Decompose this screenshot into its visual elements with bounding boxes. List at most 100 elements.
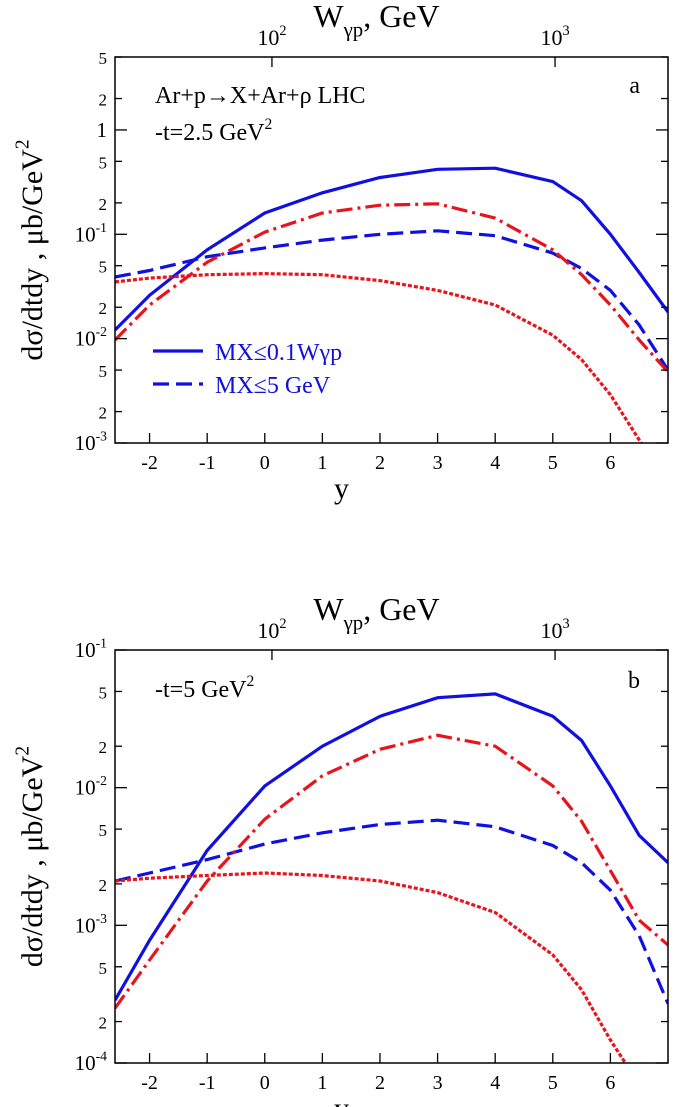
x2-axis-label: Wγp, GeV — [313, 591, 439, 635]
x-tick-label: 5 — [548, 1072, 558, 1094]
y-tick-label-part: 5 — [99, 683, 108, 702]
data-line — [115, 271, 644, 443]
y-axis-label-part: dσ/dtdy , μb/GeV — [16, 755, 49, 967]
x-tick-label: -1 — [199, 1072, 216, 1094]
legend-label-part: MX≤0.1Wγp — [215, 340, 342, 366]
y-tick-label-part: 10 — [75, 638, 96, 662]
y-tick-label-part: 2 — [99, 404, 108, 423]
y-tick-label-part: 5 — [99, 959, 108, 978]
y-tick-label: 5 — [99, 683, 108, 702]
x2-tick-label: 102 — [257, 23, 286, 50]
x-axis-label: y — [334, 472, 349, 505]
x2-tick-label: 102 — [257, 616, 286, 643]
x-tick-label: 2 — [375, 1072, 385, 1094]
x-tick-label-part: 1 — [317, 1072, 327, 1094]
x-tick-label: 6 — [605, 452, 615, 474]
y-axis-label: dσ/dtdy , μb/GeV2 — [13, 746, 50, 967]
y-tick-label-part: 5 — [99, 153, 108, 172]
data-line — [115, 229, 668, 371]
x2-tick-label-part: 10 — [540, 25, 562, 50]
x2-tick-label-part: 10 — [257, 25, 279, 50]
y-tick-label: 5 — [99, 153, 108, 172]
y-tick-label-part: -1 — [96, 220, 107, 235]
x-tick-label-part: 0 — [260, 1072, 270, 1094]
y-tick-label-part: 10 — [75, 776, 96, 800]
y-tick-label: 10-1 — [75, 220, 107, 246]
legend-label: MX≤5 GeV — [215, 373, 331, 399]
y-tick-label-part: 5 — [99, 362, 108, 381]
y-tick-label: 5 — [99, 49, 108, 68]
data-line — [115, 692, 668, 1001]
annotation-part: Ar+p→X+Ar+ρ LHC — [155, 83, 366, 109]
x2-axis-label-part: , GeV — [363, 0, 439, 34]
y-tick-label-part: -1 — [96, 636, 107, 651]
x2-tick-label: 103 — [540, 616, 569, 643]
y-tick-label: 2 — [99, 195, 108, 214]
y-tick-label-part: 10 — [75, 327, 96, 351]
y-tick-label: 2 — [99, 404, 108, 423]
x-tick-label-part: -2 — [141, 1072, 158, 1094]
y-tick-label: 5 — [99, 959, 108, 978]
x-tick-label: 3 — [433, 1072, 443, 1094]
plot-area — [115, 166, 668, 443]
x-tick-label: 3 — [433, 452, 443, 474]
y-tick-label-part: 2 — [99, 876, 108, 895]
y-tick-label: 2 — [99, 91, 108, 110]
data-line — [115, 202, 668, 373]
y-tick-label: 2 — [99, 738, 108, 757]
x-tick-label-part: -1 — [199, 1072, 216, 1094]
x2-axis-label-part: γp — [343, 612, 364, 635]
annotation: a — [629, 73, 640, 99]
x2-axis-label-part: W — [313, 591, 344, 627]
annotation: -t=5 GeV2 — [155, 673, 254, 703]
annotation-part: 2 — [247, 673, 255, 690]
x-tick-label: 1 — [317, 452, 327, 474]
y-tick-label: 2 — [99, 876, 108, 895]
x2-tick-label-part: 2 — [279, 616, 286, 632]
y-axis-label: dσ/dtdy , μb/GeV2 — [13, 139, 50, 360]
x2-axis-label-part: γp — [343, 19, 364, 42]
x-tick-label: -2 — [141, 1072, 158, 1094]
annotation-part: b — [628, 668, 640, 694]
x2-tick-label: 103 — [540, 23, 569, 50]
data-line — [115, 733, 668, 1010]
plot-area — [115, 692, 668, 1063]
x-axis-label-part: y — [334, 472, 349, 505]
y-axis-label-part: dσ/dtdy , μb/GeV — [16, 149, 49, 361]
x-tick-label-part: 2 — [375, 1072, 385, 1094]
y-tick-label-part: 5 — [99, 49, 108, 68]
x-tick-label-part: 3 — [433, 1072, 443, 1094]
y-tick-label: 10-3 — [75, 911, 108, 937]
y-tick-label-part: 10 — [75, 222, 96, 246]
x-tick-label-part: -2 — [141, 452, 158, 474]
y-tick-label-part: 10 — [75, 913, 96, 937]
y-tick-label: 2 — [99, 1014, 108, 1033]
x-tick-label: 4 — [490, 1072, 500, 1094]
x-axis-label-part: y — [334, 1092, 349, 1107]
annotation: Ar+p→X+Ar+ρ LHC — [155, 83, 366, 109]
x-tick-label-part: 6 — [605, 452, 615, 474]
x-tick-label-part: 6 — [605, 1072, 615, 1094]
x-tick-label: 5 — [548, 452, 558, 474]
x-tick-label: 0 — [260, 452, 270, 474]
x-axis-label: y — [334, 1092, 349, 1107]
y-tick-label-part: 5 — [99, 821, 108, 840]
x-tick-label-part: 2 — [375, 452, 385, 474]
y-tick-label: 5 — [99, 362, 108, 381]
y-tick-label-part: 2 — [99, 1014, 108, 1033]
x-tick-label-part: 4 — [490, 452, 500, 474]
annotation-part: 2 — [265, 116, 273, 133]
y-tick-label-part: 5 — [99, 258, 108, 277]
plot-frame — [114, 56, 669, 444]
x-tick-label: 4 — [490, 452, 500, 474]
y-tick-label: 10-3 — [75, 429, 108, 455]
annotation: b — [628, 668, 640, 694]
x-tick-label-part: -1 — [199, 452, 216, 474]
y-tick-label-part: -2 — [96, 773, 108, 788]
y-tick-label-part: 10 — [75, 1051, 96, 1075]
y-axis-label-part: 2 — [13, 746, 34, 756]
y-tick-label: 5 — [99, 821, 108, 840]
x-tick-label: 6 — [605, 1072, 615, 1094]
y-tick-label: 10-2 — [75, 773, 108, 799]
annotation-part: -t=2.5 GeV — [155, 120, 265, 146]
